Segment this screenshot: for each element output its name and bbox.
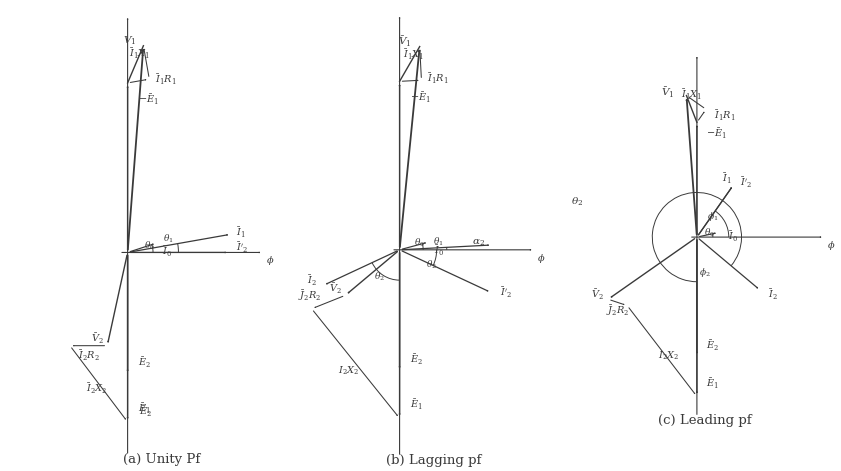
Text: $\bar{I}_2R_2$: $\bar{I}_2R_2$	[77, 349, 99, 363]
Text: $\bar{V}_2$: $\bar{V}_2$	[590, 287, 603, 301]
Text: $\bar{E}_1$: $\bar{E}_1$	[706, 376, 719, 391]
Text: $\bar{I}_1R_1$: $\bar{I}_1R_1$	[427, 72, 449, 86]
Text: $\bar{E}_1$: $\bar{E}_1$	[410, 398, 422, 412]
Text: $\bar{E}_1$: $\bar{E}_1$	[138, 401, 151, 415]
Text: $\alpha_2$: $\alpha_2$	[473, 238, 485, 248]
Text: $\theta_2$: $\theta_2$	[374, 270, 385, 283]
Text: (c) Leading pf: (c) Leading pf	[658, 414, 752, 427]
Text: $V_1$: $V_1$	[124, 34, 136, 47]
Text: $\phi$: $\phi$	[537, 252, 545, 265]
Text: $I_2X_2$: $I_2X_2$	[658, 349, 679, 362]
Text: $\bar{J}_2R_2$: $\bar{J}_2R_2$	[299, 288, 321, 303]
Text: $-\bar{E}_1$: $-\bar{E}_1$	[410, 91, 431, 106]
Text: $-\bar{E}_1$: $-\bar{E}_1$	[138, 93, 159, 107]
Text: $\theta_1$: $\theta_1$	[433, 235, 444, 248]
Text: $\bar{I}_0$: $\bar{I}_0$	[728, 230, 738, 244]
Text: $\bar{I}_0$: $\bar{I}_0$	[161, 244, 172, 259]
Text: $\theta_0$: $\theta_0$	[415, 237, 426, 249]
Text: $\bar{I}_1R_1$: $\bar{I}_1R_1$	[714, 109, 736, 123]
Text: $\phi$: $\phi$	[827, 238, 835, 252]
Text: $\bar{I}_0$: $\bar{I}_0$	[434, 243, 444, 258]
Text: $-\bar{E}_1$: $-\bar{E}_1$	[706, 126, 727, 141]
Text: $\bar{I}'_2$: $\bar{I}'_2$	[740, 176, 752, 190]
Text: $\bar{E}_2$: $\bar{E}_2$	[140, 405, 152, 419]
Text: $\bar{V}_1$: $\bar{V}_1$	[398, 34, 411, 49]
Text: $\theta_2$: $\theta_2$	[571, 196, 584, 208]
Text: $\bar{I}_1$: $\bar{I}_1$	[722, 171, 732, 186]
Text: $\bar{E}_2$: $\bar{E}_2$	[706, 338, 719, 353]
Text: $\bar{I}_1X_1$: $\bar{I}_1X_1$	[404, 48, 425, 62]
Text: $\theta_2$: $\theta_2$	[426, 259, 437, 271]
Text: $\bar{I}_2$: $\bar{I}_2$	[769, 288, 778, 302]
Text: $\bar{V}_2$: $\bar{V}_2$	[91, 332, 103, 346]
Text: $\bar{I}_1$: $\bar{I}_1$	[236, 225, 246, 240]
Text: $\bar{I}'_2$: $\bar{I}'_2$	[500, 285, 511, 300]
Text: (a) Unity Pf: (a) Unity Pf	[123, 453, 200, 466]
Text: $\bar{I}_2$: $\bar{I}_2$	[307, 273, 316, 288]
Text: $\theta_0$: $\theta_0$	[704, 226, 715, 239]
Text: (b) Lagging pf: (b) Lagging pf	[385, 454, 481, 467]
Text: $I_2X_2$: $I_2X_2$	[338, 364, 359, 376]
Text: $\bar{I}_1R_1$: $\bar{I}_1R_1$	[156, 72, 177, 87]
Text: $\theta_1$: $\theta_1$	[163, 233, 173, 245]
Text: $\bar{I}_1X_1$: $\bar{I}_1X_1$	[681, 87, 702, 102]
Text: $\phi$: $\phi$	[266, 254, 274, 268]
Text: $\bar{V}_1$: $\bar{V}_1$	[661, 85, 674, 100]
Text: $\bar{V}_2$: $\bar{V}_2$	[329, 281, 341, 296]
Text: $\bar{E}_2$: $\bar{E}_2$	[410, 352, 423, 366]
Text: $\bar{E}_2$: $\bar{E}_2$	[138, 356, 151, 370]
Text: $\phi_1$: $\phi_1$	[707, 210, 718, 223]
Text: $\bar{I}_1X_1$: $\bar{I}_1X_1$	[129, 47, 150, 61]
Text: $\phi_2$: $\phi_2$	[699, 266, 711, 279]
Text: $\bar{I}'_2$: $\bar{I}'_2$	[236, 240, 248, 254]
Text: $\bar{I}_2X_2$: $\bar{I}_2X_2$	[87, 382, 108, 396]
Text: $\theta_0$: $\theta_0$	[144, 239, 155, 252]
Text: $\bar{J}_2R_2$: $\bar{J}_2R_2$	[606, 303, 629, 318]
